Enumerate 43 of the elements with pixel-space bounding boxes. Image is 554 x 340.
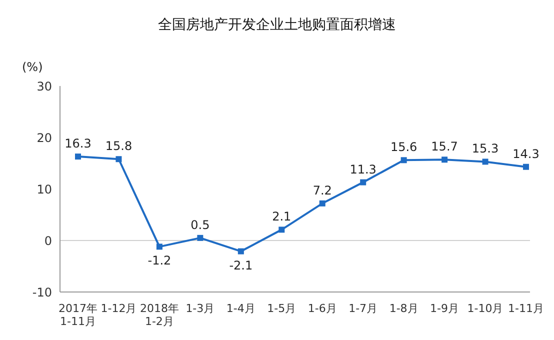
point	[442, 156, 448, 163]
point	[523, 164, 529, 170]
x-tick-label: 1-11月	[508, 302, 544, 315]
x-tick-label: 1-12月	[100, 302, 137, 315]
data-label: 14.3	[512, 146, 540, 161]
data-label: 16.3	[64, 136, 92, 151]
data-label: 11.3	[350, 162, 376, 176]
x-tick-label: 1-6月	[308, 302, 337, 315]
data-label: 0.5	[190, 218, 210, 232]
point	[75, 154, 81, 160]
x-tick-label: 1-3月	[186, 302, 215, 315]
point	[360, 179, 366, 186]
y-tick-label: 10	[36, 182, 52, 196]
point	[319, 200, 326, 206]
data-label: 15.6	[390, 140, 418, 154]
y-axis-title: (%)	[22, 60, 43, 74]
x-tick-label: 2018年 1-2月	[140, 302, 179, 328]
x-tick-label: 1-9月	[430, 302, 460, 315]
y-tick-label: 0	[44, 234, 52, 248]
data-label: -1.2	[148, 254, 172, 268]
data-label: 15.7	[431, 140, 458, 154]
chart-title: 全国房地产开发企业土地购置面积增速	[157, 16, 397, 34]
y-tick-label: -10	[32, 285, 52, 300]
x-tick-label: 1-5月	[267, 302, 296, 315]
x-tick-label: 1-10月	[467, 302, 504, 315]
point	[197, 234, 204, 241]
data-label: -2.1	[229, 258, 253, 272]
point	[238, 248, 244, 254]
data-label: 15.8	[105, 139, 132, 154]
point	[482, 158, 488, 165]
x-tick-label: 1-8月	[389, 302, 418, 315]
x-tick-label: 2017年 1-11月	[58, 302, 98, 328]
point	[278, 226, 285, 233]
data-label: 7.2	[312, 183, 332, 198]
point	[156, 244, 162, 250]
data-label: 15.3	[472, 142, 499, 156]
point	[116, 156, 122, 162]
point	[400, 157, 407, 164]
data-label: 2.1	[272, 210, 292, 224]
x-tick-label: 1-4月	[226, 302, 256, 315]
y-tick-label: 20	[36, 130, 52, 145]
y-tick-label: 30	[36, 79, 52, 94]
x-tick-label: 1-7月	[348, 302, 378, 315]
